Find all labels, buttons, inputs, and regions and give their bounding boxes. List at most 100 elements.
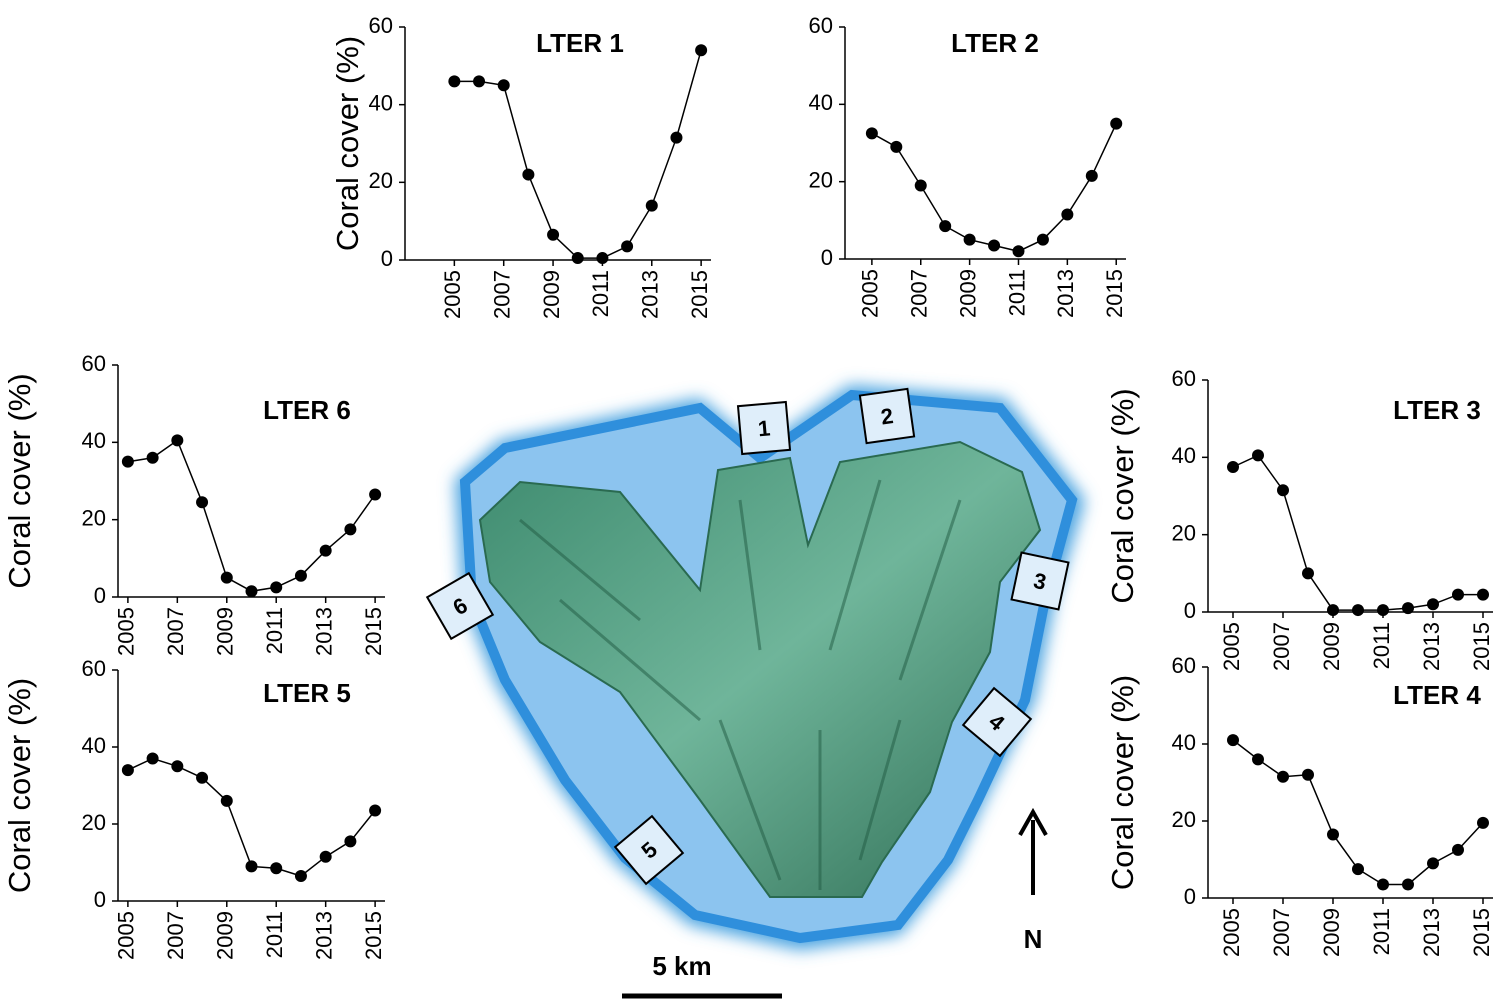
y-axis-label: Coral cover (%) [1105,675,1140,890]
y-tick-label: 40 [82,428,106,453]
x-tick-label: 2011 [1004,269,1029,316]
point [1277,484,1289,497]
site-marker: 2 [858,387,916,445]
point [547,228,560,241]
point [344,523,357,536]
map: 5 km N [455,385,1085,999]
y-tick-label: 20 [809,167,833,192]
point [1427,857,1439,870]
x-tick-label: 2011 [1369,908,1394,955]
x-tick-label: 2015 [361,607,386,656]
line [127,757,376,877]
x-tick-label: 2009 [213,911,238,960]
y-tick-label: 40 [369,90,393,115]
point [1012,245,1025,258]
site-box [736,400,792,456]
line [127,439,376,592]
point [171,760,184,773]
point [645,199,658,212]
x-tick-label: 2005 [440,270,465,319]
y-tick-label: 40 [1172,443,1196,468]
point [1477,588,1489,601]
site-box [1010,551,1070,611]
y-tick-label: 60 [1172,366,1196,391]
y-axis-label: Coral cover (%) [2,373,37,588]
y-tick-label: 40 [1172,730,1196,755]
site-box [425,571,495,641]
x-tick-label: 2007 [1269,908,1294,957]
x-tick-label: 2013 [1419,622,1444,671]
point [988,239,1001,252]
x-tick-label: 2013 [1053,269,1078,318]
y-tick-label: 20 [369,168,393,193]
x-tick-label: 2007 [490,270,515,319]
site-box [858,387,916,445]
point [1227,461,1239,473]
site-marker: 1 [736,400,792,456]
x-tick-label: 2011 [588,270,613,317]
x-tick-label: 2015 [687,270,712,319]
point [294,869,307,882]
x-tick-label: 2015 [1469,908,1494,957]
point [1377,604,1389,617]
x-tick-label: 2013 [311,607,336,656]
point [1377,878,1389,891]
point [146,752,159,765]
x-tick-label: 2013 [1419,908,1444,957]
point [344,835,357,848]
point [890,140,903,153]
y-tick-label: 60 [369,13,393,38]
y-axis-label: Coral cover (%) [2,678,37,893]
site-marker: 6 [425,571,495,641]
line [1232,739,1484,886]
line [454,50,702,259]
x-tick-label: 2007 [163,911,188,960]
point [939,220,952,233]
point [1452,588,1464,601]
point [621,240,634,253]
site-marker: 5 [613,814,685,886]
point [1227,734,1239,747]
point [1302,768,1314,781]
y-tick-label: 0 [94,583,106,608]
y-tick-label: 0 [821,245,833,270]
point [270,581,283,594]
x-tick-label: 2007 [1269,622,1294,671]
x-tick-label: 2009 [213,607,238,656]
x-tick-label: 2011 [1369,622,1394,669]
point [245,860,258,873]
y-axis-label: Coral cover (%) [330,36,365,251]
y-tick-label: 60 [82,351,106,376]
x-tick-label: 2011 [262,911,287,958]
north-label: N [1024,924,1043,954]
point [1036,233,1049,246]
chart-title: LTER 6 [263,395,351,425]
island [478,440,1042,898]
point [963,233,976,246]
point [196,771,209,784]
x-tick-label: 2005 [1219,908,1244,957]
point [1427,598,1439,611]
y-tick-label: 20 [1172,807,1196,832]
x-tick-label: 2011 [262,607,287,654]
point [1402,602,1414,615]
site-label: 2 [879,403,895,429]
point [369,804,382,817]
point [1352,863,1364,876]
chart-title: LTER 1 [536,28,624,58]
point [171,434,184,447]
y-tick-label: 20 [82,810,106,835]
point [1402,878,1414,891]
point [695,44,708,57]
y-tick-label: 20 [1172,520,1196,545]
x-tick-label: 2007 [907,269,932,318]
point [1477,816,1489,829]
point [1327,604,1339,617]
point [1277,770,1289,783]
y-tick-label: 0 [1184,884,1196,909]
point [196,496,209,509]
x-tick-label: 2009 [955,269,980,318]
x-tick-label: 2009 [539,270,564,319]
chart-title: LTER 2 [951,28,1039,58]
ridge [519,479,962,890]
